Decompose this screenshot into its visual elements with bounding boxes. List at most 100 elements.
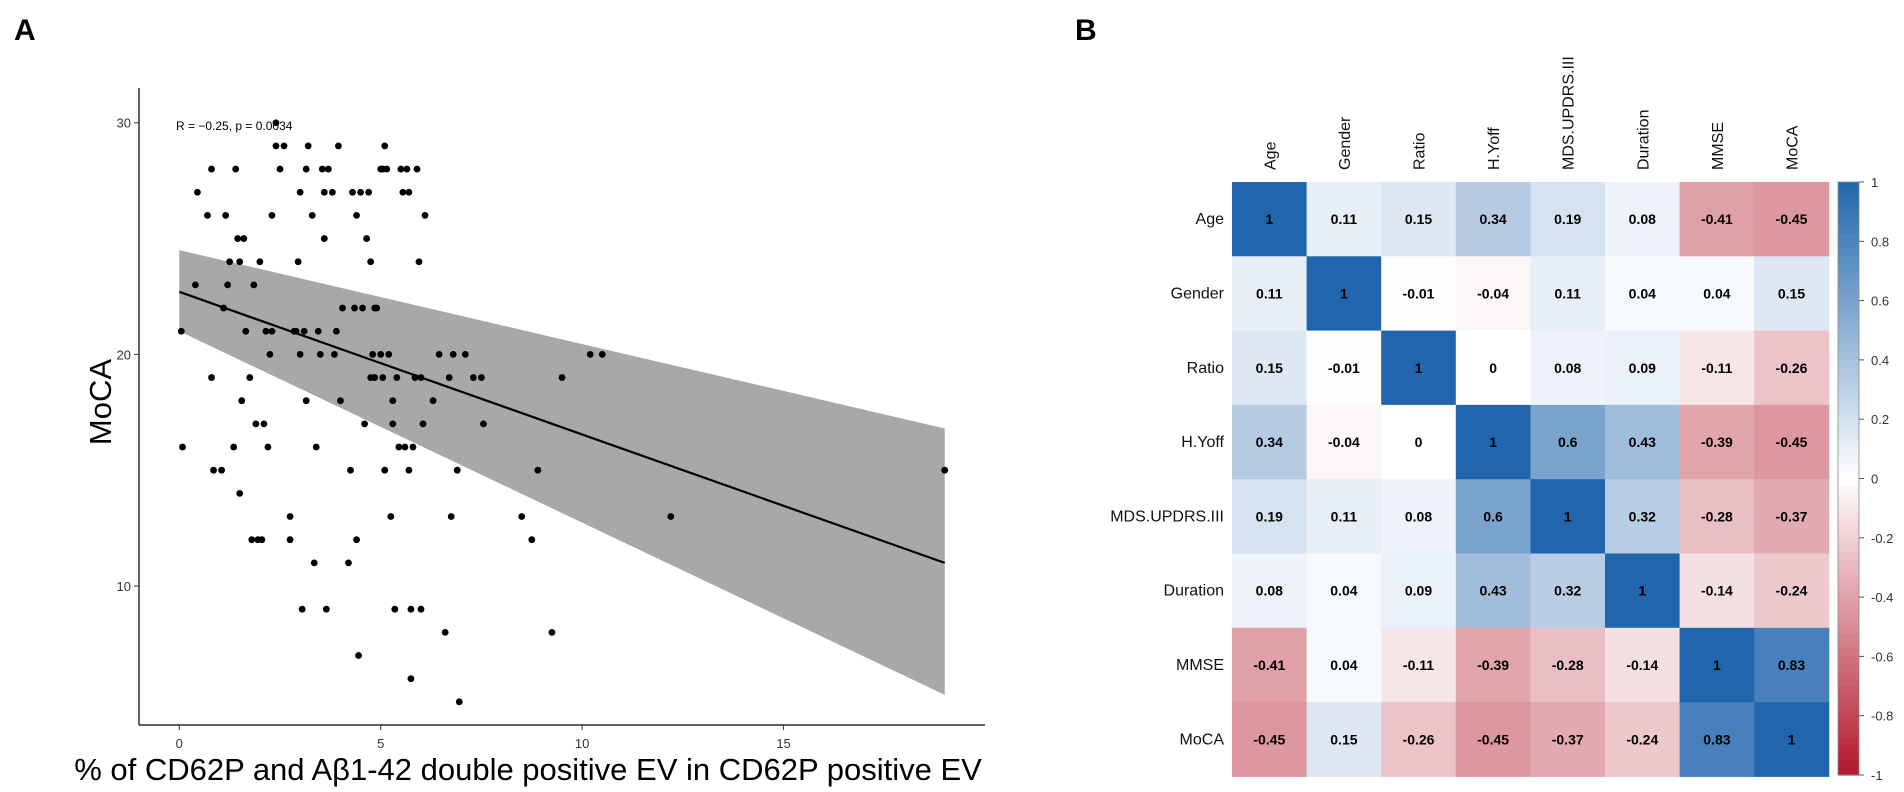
colorbar-segment <box>1838 611 1859 620</box>
cell-value: 1 <box>1340 285 1348 301</box>
row-label: H.Yoff <box>1181 434 1224 451</box>
cell-value: 0.11 <box>1554 285 1581 301</box>
data-point <box>218 466 225 474</box>
data-point <box>192 281 199 289</box>
heatmap-cell <box>1605 479 1681 554</box>
data-point <box>381 466 389 474</box>
data-point <box>548 628 556 636</box>
column-label: Gender <box>1337 116 1354 170</box>
cell-value: 0.83 <box>1778 657 1805 673</box>
cell-value: -0.39 <box>1477 657 1509 673</box>
colorbar-segment <box>1838 530 1859 539</box>
cell-value: -0.24 <box>1776 583 1808 599</box>
data-point <box>417 605 425 613</box>
data-point <box>941 466 949 474</box>
heatmap-cell <box>1530 479 1606 554</box>
colorbar-segment <box>1838 700 1859 709</box>
heatmap-cell <box>1605 553 1681 629</box>
cell-value: -0.28 <box>1701 508 1733 524</box>
data-point <box>413 165 421 173</box>
cell-value: 0.15 <box>1330 731 1357 747</box>
heatmap-cell <box>1530 553 1606 629</box>
colorbar-segment <box>1838 656 1859 665</box>
data-point <box>389 397 397 405</box>
cell-value: -0.41 <box>1253 657 1285 673</box>
colorbar-tick-label: -0.2 <box>1871 531 1893 546</box>
data-point <box>393 374 401 381</box>
data-point <box>409 443 417 451</box>
data-point <box>389 420 397 428</box>
cell-value: 0.43 <box>1629 434 1656 450</box>
data-point <box>379 374 387 381</box>
column-label: MoCA <box>1785 125 1802 170</box>
heatmap-cell <box>1605 702 1681 777</box>
cell-value: 0.83 <box>1703 731 1730 747</box>
data-point <box>369 350 377 358</box>
data-point <box>367 258 375 266</box>
data-point <box>337 397 344 405</box>
colorbar-tick-label: 0 <box>1871 472 1878 487</box>
colorbar-segment <box>1838 737 1859 746</box>
panel-label-a: A <box>14 14 36 47</box>
heatmap-cell <box>1306 627 1382 703</box>
data-point <box>250 281 258 289</box>
cell-value: -0.45 <box>1253 731 1285 747</box>
data-point <box>353 212 360 219</box>
colorbar-tick-label: -1 <box>1871 768 1883 783</box>
cell-value: 0.09 <box>1629 360 1656 376</box>
heatmap-cell <box>1679 627 1755 703</box>
data-point <box>445 374 453 381</box>
colorbar-segment <box>1838 233 1859 242</box>
data-point <box>286 513 294 520</box>
colorbar-segment <box>1838 337 1859 346</box>
data-point <box>268 212 276 219</box>
data-point <box>258 536 266 544</box>
data-point <box>363 235 371 242</box>
data-point <box>302 165 310 173</box>
data-point <box>328 188 336 196</box>
data-point <box>256 258 264 266</box>
x-tick-label: 0 <box>176 736 183 751</box>
data-point <box>296 188 304 196</box>
data-point <box>361 420 368 428</box>
data-point <box>339 304 346 312</box>
colorbar-segment <box>1838 619 1859 628</box>
data-point <box>238 397 246 405</box>
cell-value: 0.15 <box>1256 360 1283 376</box>
cell-value: -0.39 <box>1701 434 1733 450</box>
colorbar-segment <box>1838 752 1859 761</box>
heatmap-cell <box>1754 479 1830 554</box>
heatmap-cell <box>1306 182 1382 257</box>
data-point <box>586 350 594 358</box>
colorbar-segment <box>1838 663 1859 672</box>
cell-value: 0.34 <box>1479 211 1506 227</box>
data-point <box>415 258 423 266</box>
cell-value: 0.11 <box>1331 508 1358 524</box>
colorbar-segment <box>1838 426 1859 435</box>
heatmap-cell <box>1232 479 1308 554</box>
cell-value: 0.43 <box>1479 583 1506 599</box>
heatmap-cell <box>1679 256 1755 332</box>
data-point <box>272 142 280 150</box>
heatmap-cell <box>1455 404 1531 480</box>
heatmap-cell <box>1605 627 1681 703</box>
colorbar-segment <box>1838 597 1859 606</box>
colorbar-tick-label: 0.6 <box>1871 294 1889 309</box>
cell-value: 1 <box>1713 657 1721 673</box>
cell-value: 0.19 <box>1554 211 1581 227</box>
colorbar-segment <box>1838 204 1859 213</box>
regression-layer <box>178 290 946 564</box>
data-point <box>236 258 244 266</box>
data-point <box>407 675 415 683</box>
data-point <box>272 119 280 127</box>
y-tick-label: 20 <box>117 347 131 362</box>
row-label: Ratio <box>1187 360 1224 377</box>
colorbar-segment <box>1838 382 1859 391</box>
cell-value: -0.26 <box>1776 360 1808 376</box>
cell-value: 1 <box>1489 434 1497 450</box>
colorbar-segment <box>1838 715 1859 724</box>
heatmap-cell <box>1679 330 1755 406</box>
x-axis-title: % of CD62P and Aβ1-42 double positive EV… <box>74 752 982 787</box>
colorbar-segment <box>1838 330 1859 339</box>
